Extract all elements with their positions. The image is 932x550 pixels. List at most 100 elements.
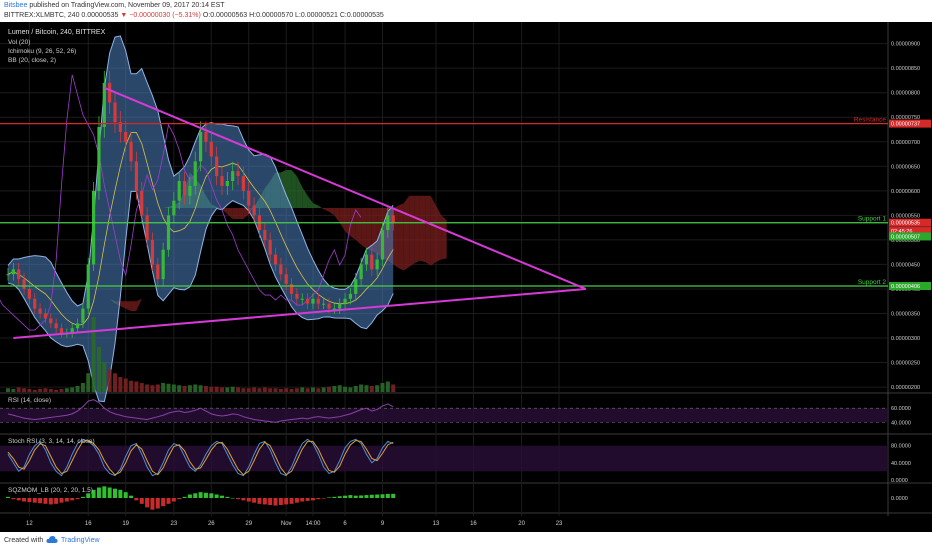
volume-bar [27,389,32,392]
volume-bar [310,387,315,392]
ichimoku-cloud-bear [120,301,126,309]
candle-body [6,274,10,276]
sqzmom-bar [380,494,385,498]
sqzmom-bar [22,498,27,502]
candle-body [188,185,192,196]
volume-bar [70,387,75,392]
y-tick-label: 0.00000250 [891,361,920,367]
sqzmom-bar [182,496,187,498]
sqzmom-bar [134,498,139,501]
ichimoku-cloud-bear [238,208,244,220]
sqzmom-bar [230,498,235,499]
volume-bar [32,389,37,392]
volume-bar [43,388,48,392]
volume-bar [166,383,171,392]
volume-bar [332,386,337,392]
candle-body [220,176,224,186]
volume-bar [193,384,198,392]
volume-bar [284,388,289,392]
candle-body [166,215,171,250]
candle-body [215,156,219,177]
x-tick-label: 23 [556,521,563,527]
volume-bar [11,389,16,392]
candle-body [380,230,385,260]
sqzmom-bar [364,495,369,498]
y-tick-label: 0.00000550 [891,213,920,219]
x-tick-label: 23 [171,521,178,527]
x-tick-label: 14:00 [305,521,321,527]
sqzmom-bar [155,498,160,509]
ichimoku-cloud-bull [307,195,313,208]
price-chart[interactable]: Resistance Support 1 Support 2 Lumen / Bitc… [0,22,932,532]
ichimoku-cloud-bear [419,195,426,262]
candle-body [289,284,294,294]
stoch-d-line [7,440,394,476]
volume-bar [203,386,208,392]
price-label-box [889,119,931,128]
candle-body [161,249,165,280]
ichimoku-cloud-bear [227,208,233,220]
sqzmom-bar [102,486,107,498]
candle-body [134,161,138,191]
sqzmom-bar [305,498,310,501]
tradingview-brand[interactable]: TradingView [61,537,100,544]
candle-body [43,313,48,319]
candle-body [172,200,176,216]
tradingview-cloud-icon [46,536,58,543]
volume-bar [209,386,214,392]
volume-bar [273,388,278,392]
ichimoku-cloud-bull [318,205,324,210]
y-tick-label: 0.00000800 [891,91,920,97]
price-change: ▼ −0.00000030 (−5.31%) [120,12,201,19]
sqzmom-bar [348,495,353,498]
volume-bar [268,388,273,392]
volume-bar [91,317,96,392]
ichimoku-cloud-bear [414,195,420,264]
volume-bar [327,386,331,392]
sqzmom-bar [171,498,176,502]
candle-body [338,303,342,309]
y-tick-label: 0.00000650 [891,164,920,170]
rsi-tick-label: 40.0000 [891,420,911,426]
sqzmom-bar [70,498,75,501]
level-label: Support 1 [858,216,887,223]
sqzmom-bar [96,487,101,498]
sqzmom-bar [268,498,273,505]
candle-body [140,190,144,216]
volume-bar [391,384,396,392]
ichimoku-cloud-bear [361,208,367,249]
sqzmom-bar [220,495,224,498]
volume-bar [343,386,348,392]
candle-body [300,298,304,300]
volume-bar [118,377,123,392]
sqzmom-bar [54,498,59,504]
candle-body [343,298,347,304]
candle-body [311,298,315,304]
legend-item: BB (20, close, 2) [8,57,56,64]
volume-bar [59,389,64,392]
stoch-label: Stoch RSI (3, 3, 14, 14, close) [8,438,95,445]
ichimoku-cloud-bear [425,195,431,266]
volume-bar [262,387,267,392]
candle-body [209,141,213,157]
level-label: Resistance [854,117,887,124]
sqzmom-bar [193,493,198,498]
ichimoku-cloud-bull [291,169,297,208]
sqzmom-bar [316,498,321,500]
candle-body [359,264,363,280]
candle-body [247,190,251,206]
y-tick-label: 0.00000200 [891,385,920,391]
sqzmom-bar [278,498,283,505]
rsi-label: RSI (14, close) [8,397,51,404]
candle-body [306,298,310,304]
sqzmom-bar [343,495,348,498]
candle-body [145,215,149,240]
volume-bar [385,381,390,392]
author-link[interactable]: Bitsbee [4,2,28,9]
volume-bar [54,389,59,392]
sqzmom-bar [16,498,21,501]
stoch-tick-label: 40.0000 [891,461,911,467]
sqzmom-bar [225,496,230,498]
price-label-box [889,232,931,241]
sqzmom-bar [6,496,10,498]
